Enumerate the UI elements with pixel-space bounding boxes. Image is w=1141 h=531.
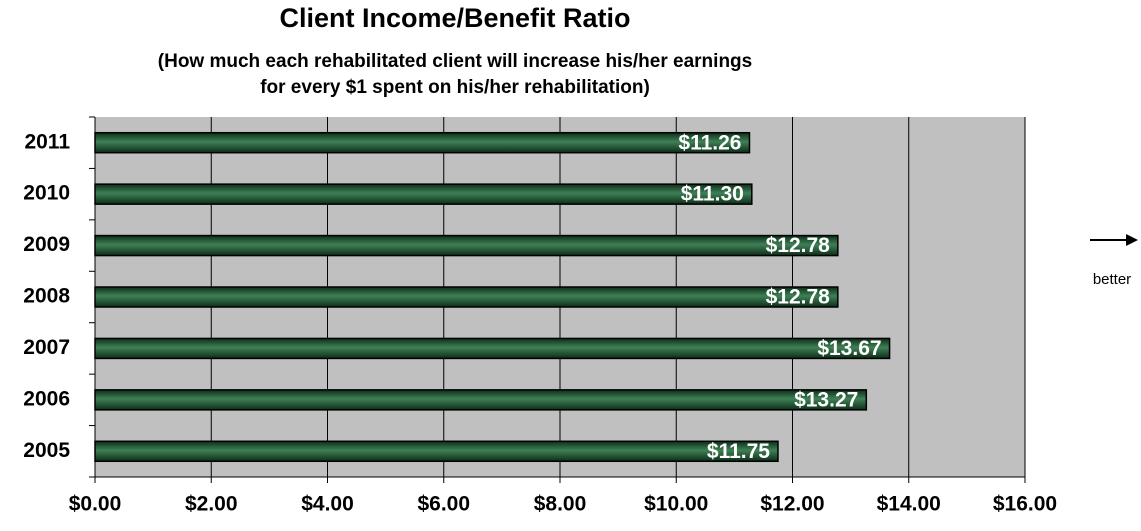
data-label: $13.67 xyxy=(817,337,881,360)
x-tick-label: $6.00 xyxy=(417,493,470,516)
y-tick-label: 2008 xyxy=(23,285,70,308)
y-tick-label: 2011 xyxy=(24,130,70,153)
x-tick-label: $14.00 xyxy=(877,493,941,516)
data-label: $13.27 xyxy=(794,388,858,411)
y-tick-label: 2005 xyxy=(23,439,70,462)
data-label: $11.75 xyxy=(707,440,770,463)
y-tick-label: 2006 xyxy=(23,387,70,410)
bar xyxy=(94,131,751,154)
x-tick-label: $16.00 xyxy=(993,493,1057,516)
data-label: $11.30 xyxy=(681,183,744,206)
data-label: $12.78 xyxy=(766,286,831,309)
annotation-arrowhead xyxy=(1126,234,1138,246)
chart-subtitle: for every $1 spent on his/her rehabilita… xyxy=(260,77,650,98)
x-tick-label: $0.00 xyxy=(69,493,122,516)
x-tick-label: $2.00 xyxy=(185,493,238,516)
chart-subtitle: (How much each rehabilitated client will… xyxy=(158,51,752,72)
chart-title: Client Income/Benefit Ratio xyxy=(279,3,630,33)
bar xyxy=(94,286,839,308)
y-tick-label: 2010 xyxy=(23,182,70,205)
x-tick-label: $12.00 xyxy=(760,493,824,516)
bar xyxy=(94,440,779,463)
x-tick-label: $8.00 xyxy=(534,493,587,516)
annotation: better xyxy=(1093,271,1131,288)
x-tick-label: $4.00 xyxy=(301,493,354,516)
bar xyxy=(94,337,891,360)
bar xyxy=(94,234,839,257)
x-tick-label: $10.00 xyxy=(644,493,708,516)
bar xyxy=(94,389,868,411)
y-tick-label: 2009 xyxy=(23,233,70,256)
data-label: $12.78 xyxy=(766,234,831,257)
y-tick-label: 2007 xyxy=(23,336,70,359)
bar xyxy=(94,183,753,205)
data-label: $11.26 xyxy=(678,131,741,154)
